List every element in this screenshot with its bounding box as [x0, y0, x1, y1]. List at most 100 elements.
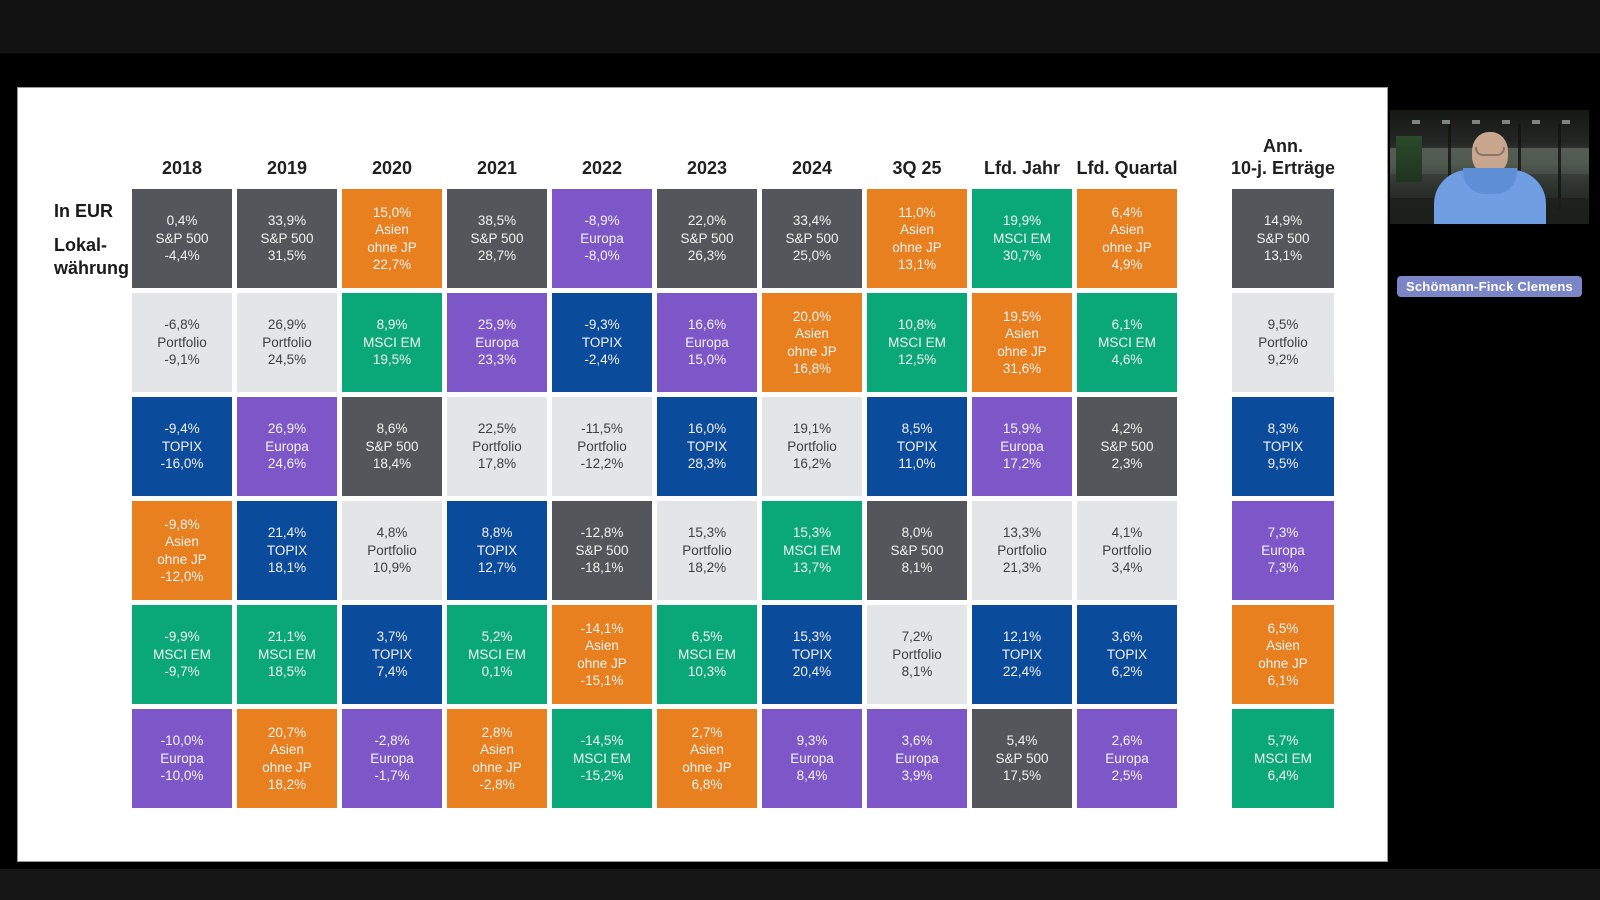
return-cell: 2,8% Asien ohne JP -2,8%	[447, 709, 547, 808]
return-cell: 21,1% MSCI EM 18,5%	[237, 605, 337, 704]
return-cell: 8,3% TOPIX 9,5%	[1232, 397, 1334, 496]
return-cell: 33,9% S&P 500 31,5%	[237, 189, 337, 288]
webcam-video-tile[interactable]	[1390, 110, 1589, 224]
return-cell: 22,0% S&P 500 26,3%	[657, 189, 757, 288]
return-cell: 15,9% Europa 17,2%	[972, 397, 1072, 496]
window-bottom-bar	[0, 869, 1600, 900]
return-cell: -2,8% Europa -1,7%	[342, 709, 442, 808]
table-column-lfd-jahr: Lfd. Jahr 19,9% MSCI EM 30,7% 19,5% Asien ohne…	[972, 126, 1072, 808]
return-cell: 12,1% TOPIX 22,4%	[972, 605, 1072, 704]
return-cell: 15,3% TOPIX 20,4%	[762, 605, 862, 704]
column-header-2018: 2018	[161, 158, 203, 178]
table-column-lfd-quartal: Lfd. Quartal 6,4% Asien ohne JP 4,9% 6,1% MSCI…	[1076, 126, 1178, 808]
column-header-2019: 2019	[266, 158, 308, 178]
return-cell: 3,6% Europa 3,9%	[867, 709, 967, 808]
office-ceiling-lights	[1390, 120, 1589, 124]
column-header-ann-10j-ertraege: Ann. 10-j. Erträge	[1230, 136, 1336, 178]
return-cell: 3,7% TOPIX 7,4%	[342, 605, 442, 704]
returns-quilt-table: 2018 0,4% S&P 500 -4,4% -6,8% Portfolio -9,1% -…	[132, 126, 1178, 808]
return-cell: 7,2% Portfolio 8,1%	[867, 605, 967, 704]
return-cell: -14,5% MSCI EM -15,2%	[552, 709, 652, 808]
return-cell: 5,4% S&P 500 17,5%	[972, 709, 1072, 808]
return-cell: 8,0% S&P 500 8,1%	[867, 501, 967, 600]
return-cell: 8,9% MSCI EM 19,5%	[342, 293, 442, 392]
return-cell: 6,4% Asien ohne JP 4,9%	[1077, 189, 1177, 288]
window-frame-line	[1558, 124, 1561, 210]
column-header-2022: 2022	[581, 158, 623, 178]
window-frame-line	[1518, 124, 1521, 210]
return-cell: 20,0% Asien ohne JP 16,8%	[762, 293, 862, 392]
return-cell: 11,0% Asien ohne JP 13,1%	[867, 189, 967, 288]
column-header-2020: 2020	[371, 158, 413, 178]
return-cell: 33,4% S&P 500 25,0%	[762, 189, 862, 288]
return-cell: 4,2% S&P 500 2,3%	[1077, 397, 1177, 496]
column-header-2023: 2023	[686, 158, 728, 178]
row-axis-labels: In EUR Lokal- währung	[54, 200, 129, 280]
return-cell: 3,6% TOPIX 6,2%	[1077, 605, 1177, 704]
return-cell: 8,5% TOPIX 11,0%	[867, 397, 967, 496]
return-cell: 6,5% Asien ohne JP 6,1%	[1232, 605, 1334, 704]
return-cell: -9,4% TOPIX -16,0%	[132, 397, 232, 496]
table-column-2024: 2024 33,4% S&P 500 25,0% 20,0% Asien ohne JP 16…	[762, 126, 862, 808]
table-column-2021: 2021 38,5% S&P 500 28,7% 25,9% Europa 23,3% 22,…	[447, 126, 547, 808]
return-cell: -11,5% Portfolio -12,2%	[552, 397, 652, 496]
return-cell: -8,9% Europa -8,0%	[552, 189, 652, 288]
return-cell: 4,8% Portfolio 10,9%	[342, 501, 442, 600]
axis-label-in-eur: In EUR	[54, 201, 114, 221]
return-cell: -9,3% TOPIX -2,4%	[552, 293, 652, 392]
return-cell: -6,8% Portfolio -9,1%	[132, 293, 232, 392]
office-green-panel	[1396, 136, 1422, 182]
return-cell: -9,9% MSCI EM -9,7%	[132, 605, 232, 704]
return-cell: 14,9% S&P 500 13,1%	[1232, 189, 1334, 288]
return-cell: 5,2% MSCI EM 0,1%	[447, 605, 547, 704]
return-cell: 15,3% MSCI EM 13,7%	[762, 501, 862, 600]
return-cell: 9,3% Europa 8,4%	[762, 709, 862, 808]
return-cell: 7,3% Europa 7,3%	[1232, 501, 1334, 600]
return-cell: 19,5% Asien ohne JP 31,6%	[972, 293, 1072, 392]
column-header-2024: 2024	[791, 158, 833, 178]
return-cell: 6,5% MSCI EM 10,3%	[657, 605, 757, 704]
return-cell: 9,5% Portfolio 9,2%	[1232, 293, 1334, 392]
return-cell: 8,6% S&P 500 18,4%	[342, 397, 442, 496]
return-cell: 5,7% MSCI EM 6,4%	[1232, 709, 1334, 808]
column-header-2021: 2021	[476, 158, 518, 178]
return-cell: 25,9% Europa 23,3%	[447, 293, 547, 392]
return-cell: -14,1% Asien ohne JP -15,1%	[552, 605, 652, 704]
participant-glasses	[1474, 147, 1505, 156]
return-cell: 16,6% Europa 15,0%	[657, 293, 757, 392]
return-cell: 6,1% MSCI EM 4,6%	[1077, 293, 1177, 392]
return-cell: 26,9% Portfolio 24,5%	[237, 293, 337, 392]
return-cell: 2,6% Europa 2,5%	[1077, 709, 1177, 808]
return-cell: 20,7% Asien ohne JP 18,2%	[237, 709, 337, 808]
return-cell: 26,9% Europa 24,6%	[237, 397, 337, 496]
table-column-3q-25: 3Q 25 11,0% Asien ohne JP 13,1% 10,8% MSCI EM 1…	[867, 126, 967, 808]
column-header-lfd-quartal: Lfd. Quartal	[1076, 158, 1178, 178]
table-column-2019: 2019 33,9% S&P 500 31,5% 26,9% Portfolio 24,5%…	[237, 126, 337, 808]
participant-hood-collar	[1462, 168, 1517, 194]
window-frame-line	[1448, 124, 1451, 210]
return-cell: 2,7% Asien ohne JP 6,8%	[657, 709, 757, 808]
table-column-2022: 2022 -8,9% Europa -8,0% -9,3% TOPIX -2,4% -11,5…	[552, 126, 652, 808]
axis-label-local-currency: Lokal- währung	[54, 235, 129, 278]
return-cell: -10,0% Europa -10,0%	[132, 709, 232, 808]
table-column-ann-10j-ertraege: Ann. 10-j. Erträge 14,9% S&P 500 13,1% 9,5% Po…	[1230, 126, 1336, 808]
return-cell: 19,9% MSCI EM 30,7%	[972, 189, 1072, 288]
participant-name-label: Schömann-Finck Clemens	[1397, 276, 1582, 297]
table-column-2020: 2020 15,0% Asien ohne JP 22,7% 8,9% MSCI EM 19,…	[342, 126, 442, 808]
return-cell: 16,0% TOPIX 28,3%	[657, 397, 757, 496]
return-cell: 38,5% S&P 500 28,7%	[447, 189, 547, 288]
return-cell: 15,3% Portfolio 18,2%	[657, 501, 757, 600]
return-cell: 13,3% Portfolio 21,3%	[972, 501, 1072, 600]
return-cell: -12,8% S&P 500 -18,1%	[552, 501, 652, 600]
return-cell: 0,4% S&P 500 -4,4%	[132, 189, 232, 288]
annualized-returns-column: Ann. 10-j. Erträge 14,9% S&P 500 13,1% 9,5% Po…	[1230, 126, 1336, 808]
return-cell: 22,5% Portfolio 17,8%	[447, 397, 547, 496]
table-column-2023: 2023 22,0% S&P 500 26,3% 16,6% Europa 15,0% 16,…	[657, 126, 757, 808]
shared-slide: In EUR Lokal- währung 2018 0,4% S&P 500 -4,…	[17, 87, 1388, 862]
column-header-3q-25: 3Q 25	[892, 158, 942, 178]
table-column-2018: 2018 0,4% S&P 500 -4,4% -6,8% Portfolio -9,1% -…	[132, 126, 232, 808]
return-cell: 10,8% MSCI EM 12,5%	[867, 293, 967, 392]
return-cell: -9,8% Asien ohne JP -12,0%	[132, 501, 232, 600]
return-cell: 15,0% Asien ohne JP 22,7%	[342, 189, 442, 288]
column-header-lfd-jahr: Lfd. Jahr	[983, 158, 1060, 178]
